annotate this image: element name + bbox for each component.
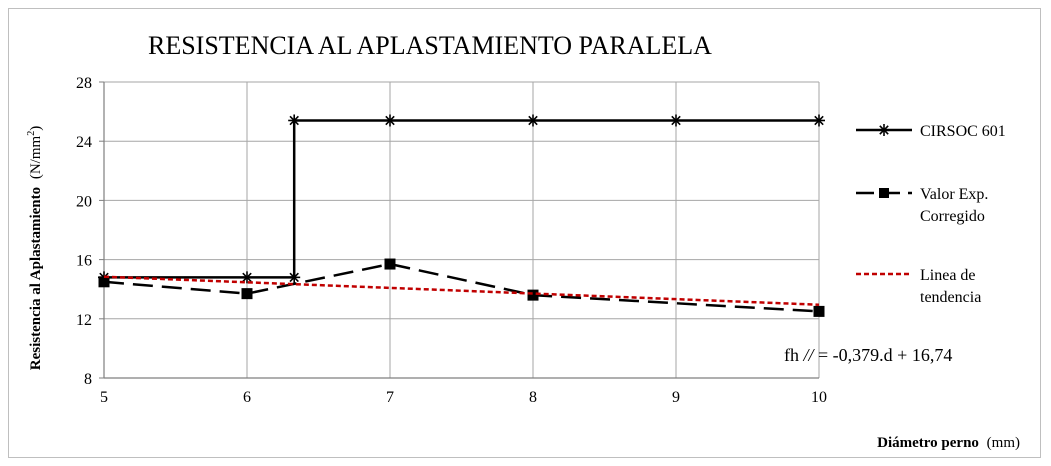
legend-tendencia-label-1: Linea de: [920, 267, 976, 284]
x-axis-unit: (mm): [987, 435, 1020, 451]
y-axis-unit-prefix: (N/mm: [28, 135, 44, 179]
grid: [103, 81, 820, 379]
cirsoc-point: [288, 271, 301, 284]
legend-cirsoc-label: CIRSOC 601: [920, 123, 1006, 140]
cirsoc-point: [384, 114, 396, 127]
x-tick-label: 9: [672, 389, 680, 406]
trend-equation: fh // = -0,379.d + 16,74: [784, 345, 952, 365]
cirsoc-point: [670, 114, 682, 127]
chart-title: RESISTENCIA AL APLASTAMIENTO PARALELA: [148, 31, 712, 60]
series-line-2: [103, 275, 820, 306]
x-tick-label: 5: [100, 389, 108, 406]
legend-tendencia-label-2: tendencia: [920, 289, 981, 306]
equation-lhs: fh: [784, 345, 799, 365]
legend-item-tendencia: Linea de tendencia: [856, 267, 981, 306]
valor-point: [241, 288, 253, 300]
x-tick-label: 8: [529, 389, 537, 406]
y-tick-label: 28: [76, 75, 92, 92]
cirsoc-point: [288, 114, 301, 127]
y-tick-label: 12: [76, 312, 92, 329]
x-tick-label: 10: [811, 389, 827, 406]
cirsoc-point: [241, 271, 253, 284]
y-tick-label: 20: [76, 193, 92, 210]
legend-item-valor: Valor Exp. Corregido: [856, 186, 988, 225]
equation-rhs: = -0,379.d + 16,74: [818, 345, 952, 365]
legend-item-cirsoc: CIRSOC 601: [856, 123, 1006, 140]
x-tick-label: 6: [243, 389, 251, 406]
axes: 5 6 7 8 9 10 8 12 16 20 24 28: [76, 75, 827, 406]
legend: CIRSOC 601 Valor Exp. Corregido Linea de…: [856, 123, 1006, 306]
cirsoc-point: [527, 114, 539, 127]
y-tick-label: 16: [76, 253, 92, 270]
y-tick-label: 24: [76, 134, 92, 151]
series-line-1: [103, 262, 820, 313]
valor-point: [384, 258, 396, 270]
x-axis-label: Diámetro perno (mm): [877, 435, 1020, 451]
legend-asterisk: [878, 124, 890, 136]
y-axis-unit-sup: 2: [26, 131, 37, 136]
chart-frame: [8, 8, 1041, 458]
x-axis-label-text: Diámetro perno: [877, 435, 979, 451]
x-tick-label: 7: [386, 389, 394, 406]
valor-point: [813, 305, 825, 317]
valor-point: [98, 276, 110, 288]
y-axis-label: Resistencia al Aplastamiento (N/mm2): [26, 126, 44, 370]
series-line-0: [104, 119, 819, 279]
y-tick-label: 8: [84, 371, 92, 388]
cirsoc-point: [813, 114, 825, 127]
legend-valor-label-1: Valor Exp.: [920, 186, 988, 203]
legend-valor-marker: [879, 188, 889, 198]
equation-symbol: //: [803, 345, 816, 365]
y-axis-unit-suffix: ): [28, 126, 44, 131]
legend-valor-label-2: Corregido: [920, 208, 985, 225]
legend-cirsoc-marker: [878, 124, 890, 136]
valor-point: [527, 289, 539, 301]
y-axis-label-text: Resistencia al Aplastamiento: [28, 187, 44, 370]
series-layer: [98, 114, 825, 317]
